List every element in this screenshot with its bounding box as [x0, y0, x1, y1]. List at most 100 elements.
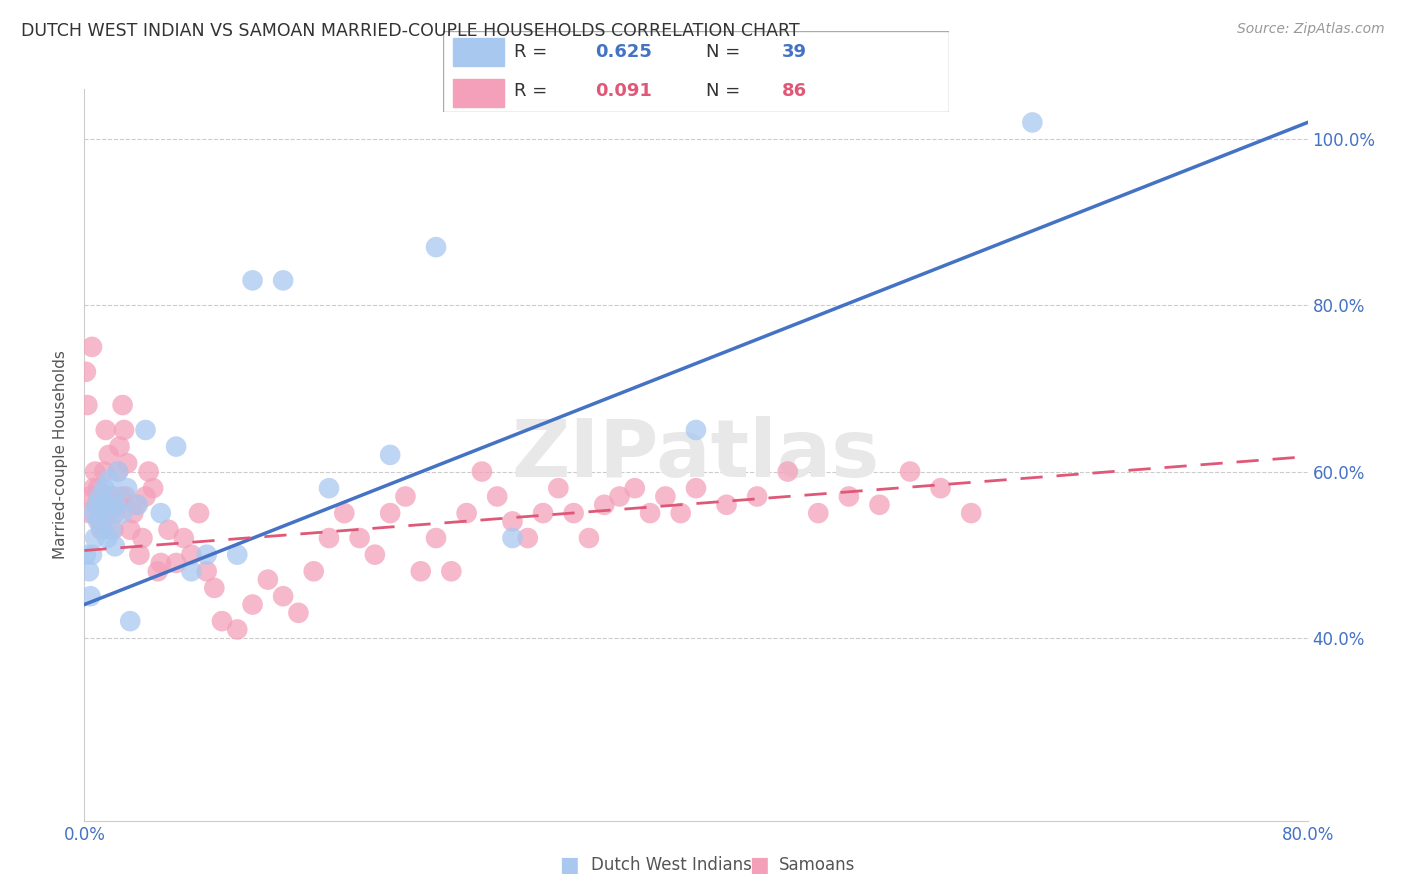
- Text: Dutch West Indians: Dutch West Indians: [591, 856, 751, 874]
- Point: [86, 498, 108, 512]
- Point: [101, 490, 124, 504]
- Point: [84, 465, 107, 479]
- Point: [91, 523, 114, 537]
- Text: 0.091: 0.091: [595, 82, 651, 100]
- Point: [195, 564, 218, 578]
- Point: [562, 506, 585, 520]
- Point: [716, 498, 738, 512]
- FancyBboxPatch shape: [443, 31, 949, 112]
- Point: [516, 531, 538, 545]
- Point: [115, 481, 138, 495]
- Text: N =: N =: [706, 43, 747, 61]
- Point: [142, 481, 165, 495]
- Point: [93, 465, 115, 479]
- Point: [960, 506, 983, 520]
- Point: [929, 481, 952, 495]
- Point: [87, 481, 110, 495]
- Point: [83, 506, 105, 520]
- Point: [108, 440, 131, 454]
- Text: DUTCH WEST INDIAN VS SAMOAN MARRIED-COUPLE HOUSEHOLDS CORRELATION CHART: DUTCH WEST INDIAN VS SAMOAN MARRIED-COUP…: [21, 22, 800, 40]
- Point: [425, 240, 447, 254]
- Point: [318, 531, 340, 545]
- Text: ■: ■: [749, 855, 769, 875]
- Point: [685, 423, 707, 437]
- Text: R =: R =: [513, 82, 553, 100]
- Point: [97, 473, 120, 487]
- Point: [96, 531, 118, 545]
- Point: [380, 506, 402, 520]
- Point: [486, 490, 509, 504]
- Point: [127, 498, 149, 512]
- Point: [638, 506, 661, 520]
- Point: [75, 548, 97, 562]
- Point: [84, 531, 107, 545]
- Point: [112, 423, 135, 437]
- Point: [94, 423, 117, 437]
- Point: [79, 490, 101, 504]
- Point: [135, 490, 157, 504]
- Point: [114, 490, 136, 504]
- Point: [685, 481, 707, 495]
- Point: [1021, 115, 1043, 129]
- Text: Source: ZipAtlas.com: Source: ZipAtlas.com: [1237, 22, 1385, 37]
- Point: [440, 564, 463, 578]
- Point: [79, 589, 101, 603]
- Point: [115, 456, 138, 470]
- Point: [105, 498, 128, 512]
- Point: [122, 506, 145, 520]
- Point: [578, 531, 600, 545]
- Y-axis label: Married-couple Households: Married-couple Households: [53, 351, 69, 559]
- Point: [271, 273, 294, 287]
- Point: [257, 573, 280, 587]
- Point: [77, 564, 100, 578]
- Point: [101, 523, 124, 537]
- Text: 0.625: 0.625: [595, 43, 651, 61]
- Point: [94, 498, 117, 512]
- Point: [111, 506, 134, 520]
- Bar: [453, 37, 503, 66]
- Point: [89, 515, 111, 529]
- Point: [93, 481, 115, 495]
- Point: [80, 340, 103, 354]
- Text: Samoans: Samoans: [779, 856, 855, 874]
- Point: [349, 531, 371, 545]
- Text: 86: 86: [782, 82, 807, 100]
- Point: [747, 490, 769, 504]
- Point: [107, 465, 129, 479]
- Point: [456, 506, 478, 520]
- Point: [105, 498, 128, 512]
- Point: [90, 506, 112, 520]
- Point: [125, 498, 148, 512]
- Point: [104, 539, 127, 553]
- Point: [103, 490, 125, 504]
- Point: [807, 506, 830, 520]
- Point: [287, 606, 309, 620]
- Point: [149, 506, 172, 520]
- Point: [838, 490, 860, 504]
- Point: [76, 398, 98, 412]
- Text: ZIPatlas: ZIPatlas: [512, 416, 880, 494]
- Point: [409, 564, 432, 578]
- Point: [502, 531, 524, 545]
- Point: [898, 465, 921, 479]
- Point: [776, 465, 799, 479]
- Text: N =: N =: [706, 82, 747, 100]
- Point: [609, 490, 631, 504]
- Point: [131, 531, 153, 545]
- Point: [75, 365, 97, 379]
- Point: [87, 515, 110, 529]
- Point: [502, 515, 524, 529]
- Point: [624, 481, 647, 495]
- Point: [165, 440, 187, 454]
- Point: [120, 614, 142, 628]
- Point: [226, 548, 249, 562]
- Point: [165, 556, 187, 570]
- Point: [96, 506, 118, 520]
- Point: [669, 506, 692, 520]
- Point: [202, 581, 225, 595]
- Point: [107, 465, 129, 479]
- Point: [98, 506, 121, 520]
- Point: [394, 490, 416, 504]
- Point: [869, 498, 891, 512]
- Point: [242, 598, 264, 612]
